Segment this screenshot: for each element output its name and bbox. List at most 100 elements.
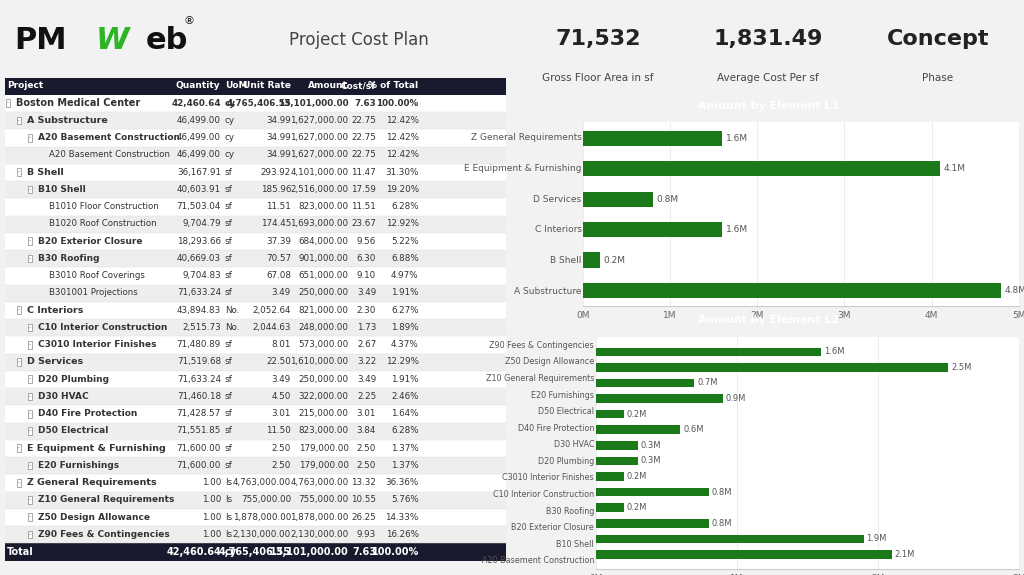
Bar: [5, 405, 506, 423]
Text: 36.36%: 36.36%: [385, 478, 419, 487]
Text: 3.49: 3.49: [357, 289, 376, 297]
Text: ls: ls: [225, 478, 232, 487]
Text: 1,693,000.00: 1,693,000.00: [291, 220, 348, 228]
Text: 71,633.24: 71,633.24: [177, 375, 221, 384]
Text: 3.01: 3.01: [356, 409, 376, 418]
Bar: [16, 358, 22, 366]
Text: sf: sf: [225, 444, 232, 453]
Text: 14.33%: 14.33%: [385, 513, 419, 522]
Text: 4,763,000.00: 4,763,000.00: [291, 478, 348, 487]
Text: 1.00: 1.00: [202, 496, 221, 504]
Text: 2.46%: 2.46%: [391, 392, 419, 401]
Text: 9,704.83: 9,704.83: [182, 271, 221, 280]
Bar: [596, 410, 624, 419]
Bar: [28, 427, 32, 435]
Text: 42,460.64: 42,460.64: [166, 547, 221, 557]
Text: 2.67: 2.67: [357, 340, 376, 349]
Text: 40,603.91: 40,603.91: [177, 185, 221, 194]
Bar: [596, 441, 638, 450]
Text: ls: ls: [225, 496, 232, 504]
Bar: [583, 283, 1001, 298]
Text: -: -: [29, 497, 31, 503]
Text: 1,878,000.00: 1,878,000.00: [290, 513, 348, 522]
Text: 3.84: 3.84: [356, 427, 376, 435]
Text: 71,600.00: 71,600.00: [176, 444, 221, 453]
Text: 5.22%: 5.22%: [391, 237, 419, 246]
Text: sf: sf: [225, 427, 232, 435]
Text: Quantity: Quantity: [176, 82, 220, 90]
Text: sf: sf: [225, 340, 232, 349]
Text: 71,428.57: 71,428.57: [177, 409, 221, 418]
Text: sf: sf: [225, 237, 232, 246]
Text: cy: cy: [225, 116, 234, 125]
Text: -: -: [29, 428, 31, 434]
Bar: [5, 354, 506, 371]
Text: 12.92%: 12.92%: [386, 220, 419, 228]
Text: 322,000.00: 322,000.00: [299, 392, 348, 401]
Text: -: -: [29, 411, 31, 416]
Text: Average Cost Per sf: Average Cost Per sf: [717, 73, 819, 83]
Text: -: -: [7, 101, 9, 106]
Text: 1.73: 1.73: [356, 323, 376, 332]
Text: ls: ls: [225, 530, 232, 539]
Text: 179,000.00: 179,000.00: [299, 444, 348, 453]
Bar: [28, 531, 32, 538]
Bar: [5, 302, 506, 319]
Text: 573,000.00: 573,000.00: [298, 340, 348, 349]
Text: 293.92: 293.92: [261, 168, 291, 177]
Text: A Substructure: A Substructure: [514, 287, 582, 296]
Text: 651,000.00: 651,000.00: [299, 271, 348, 280]
Text: B1020 Roof Construction: B1020 Roof Construction: [49, 220, 157, 228]
Bar: [28, 496, 32, 504]
Bar: [5, 233, 506, 250]
Text: 0.7M: 0.7M: [697, 378, 718, 388]
Text: 37.39: 37.39: [266, 237, 291, 246]
Text: E20 Furnishings: E20 Furnishings: [531, 390, 594, 400]
Text: No.: No.: [225, 306, 240, 315]
Text: 1.00: 1.00: [202, 513, 221, 522]
Text: Z10 General Requirements: Z10 General Requirements: [485, 374, 594, 383]
Bar: [5, 336, 506, 354]
Text: 0.9M: 0.9M: [725, 394, 745, 403]
Text: 4.97%: 4.97%: [391, 271, 419, 280]
Text: 71,503.04: 71,503.04: [176, 202, 221, 211]
Bar: [5, 95, 506, 112]
Text: 2.5M: 2.5M: [951, 363, 972, 372]
Text: 71,460.18: 71,460.18: [177, 392, 221, 401]
Bar: [5, 526, 506, 543]
Text: sf: sf: [225, 254, 232, 263]
Text: Project: Project: [7, 82, 44, 90]
Text: B Shell: B Shell: [28, 168, 63, 177]
Text: D40 Fire Protection: D40 Fire Protection: [518, 424, 594, 433]
Text: 0.2M: 0.2M: [604, 256, 626, 264]
Text: 100.00%: 100.00%: [372, 547, 419, 557]
Text: 0.2M: 0.2M: [627, 472, 647, 481]
Text: sf: sf: [225, 220, 232, 228]
Text: -: -: [29, 256, 31, 261]
Bar: [5, 216, 506, 233]
Text: 100.00%: 100.00%: [377, 99, 419, 108]
Text: -: -: [29, 342, 31, 347]
Text: 22.75: 22.75: [351, 151, 376, 159]
Text: 250,000.00: 250,000.00: [299, 375, 348, 384]
Text: -: -: [29, 532, 31, 537]
Text: ls: ls: [225, 513, 232, 522]
Text: -: -: [29, 394, 31, 399]
Text: 11.51: 11.51: [351, 202, 376, 211]
Bar: [28, 134, 32, 141]
Text: D Services: D Services: [534, 195, 582, 204]
Text: C10 Interior Construction: C10 Interior Construction: [493, 490, 594, 499]
Text: Cost/sf: Cost/sf: [341, 82, 376, 90]
Text: sf: sf: [225, 461, 232, 470]
Text: E Equipment & Furnishing: E Equipment & Furnishing: [28, 444, 166, 453]
Text: 18,293.66: 18,293.66: [177, 237, 221, 246]
Text: 46,499.00: 46,499.00: [177, 133, 221, 142]
Text: 1.6M: 1.6M: [726, 134, 748, 143]
Text: 0.3M: 0.3M: [641, 441, 662, 450]
Bar: [596, 472, 624, 481]
Bar: [5, 509, 506, 526]
Text: 31.30%: 31.30%: [385, 168, 419, 177]
Text: 1.37%: 1.37%: [391, 461, 419, 470]
Text: 2.1M: 2.1M: [895, 550, 915, 559]
Text: 1.91%: 1.91%: [391, 289, 419, 297]
